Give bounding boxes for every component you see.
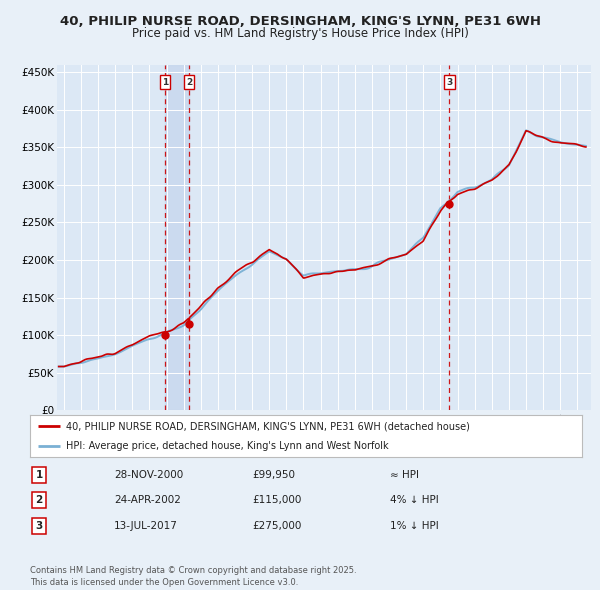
- Text: ≈ HPI: ≈ HPI: [390, 470, 419, 480]
- Text: 1: 1: [35, 470, 43, 480]
- Text: 13-JUL-2017: 13-JUL-2017: [114, 521, 178, 530]
- Text: Price paid vs. HM Land Registry's House Price Index (HPI): Price paid vs. HM Land Registry's House …: [131, 27, 469, 40]
- Text: £275,000: £275,000: [252, 521, 301, 530]
- Text: 40, PHILIP NURSE ROAD, DERSINGHAM, KING'S LYNN, PE31 6WH (detached house): 40, PHILIP NURSE ROAD, DERSINGHAM, KING'…: [66, 421, 470, 431]
- Text: 1% ↓ HPI: 1% ↓ HPI: [390, 521, 439, 530]
- Text: 40, PHILIP NURSE ROAD, DERSINGHAM, KING'S LYNN, PE31 6WH: 40, PHILIP NURSE ROAD, DERSINGHAM, KING'…: [59, 15, 541, 28]
- Text: 4% ↓ HPI: 4% ↓ HPI: [390, 496, 439, 505]
- Text: 3: 3: [35, 521, 43, 530]
- Text: 2: 2: [35, 496, 43, 505]
- Text: 24-APR-2002: 24-APR-2002: [114, 496, 181, 505]
- Text: 28-NOV-2000: 28-NOV-2000: [114, 470, 183, 480]
- Bar: [165, 65, 189, 410]
- Text: HPI: Average price, detached house, King's Lynn and West Norfolk: HPI: Average price, detached house, King…: [66, 441, 389, 451]
- Text: Contains HM Land Registry data © Crown copyright and database right 2025.
This d: Contains HM Land Registry data © Crown c…: [30, 566, 356, 587]
- Text: 1: 1: [162, 78, 168, 87]
- Text: £115,000: £115,000: [252, 496, 301, 505]
- Text: 3: 3: [446, 78, 452, 87]
- Text: 2: 2: [186, 78, 192, 87]
- Text: £99,950: £99,950: [252, 470, 295, 480]
